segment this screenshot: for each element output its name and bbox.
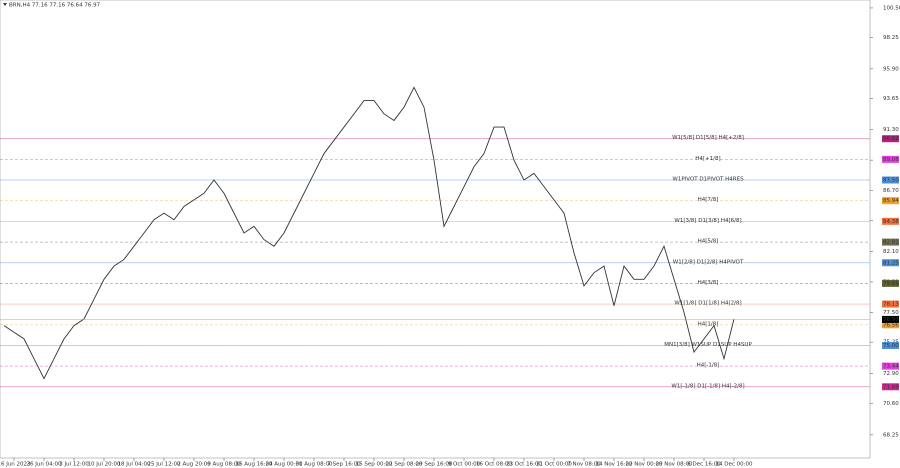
price-tag-label: 84.38 bbox=[883, 219, 899, 225]
price-tag bbox=[882, 217, 899, 225]
x-tick-label: 16 Oct 08:00 bbox=[476, 462, 512, 468]
y-tick-label: 82.10 bbox=[883, 249, 899, 255]
x-tick-label: 14 Nov 16:00 bbox=[595, 462, 633, 468]
level-name: MN1[3/8] W1SUP D1SUP H4SUP bbox=[664, 342, 752, 348]
x-tick-label: 2 Aug 20:00 bbox=[177, 462, 211, 468]
price-tag bbox=[882, 197, 899, 205]
x-tick-label: 9 Oct 00:00 bbox=[448, 462, 481, 468]
price-tag bbox=[882, 362, 899, 370]
price-tag bbox=[882, 155, 899, 163]
y-tick-label: 68.25 bbox=[883, 432, 899, 438]
x-tick-label: 16 Jun 2023 bbox=[0, 462, 31, 468]
price-tag bbox=[882, 279, 899, 287]
price-tag-label: 89.06 bbox=[883, 157, 899, 163]
x-tick-label: 15 Sep 00:00 bbox=[356, 462, 393, 468]
price-tag bbox=[882, 300, 899, 308]
price-tag-label: 87.50 bbox=[883, 178, 899, 184]
price-line bbox=[3, 86, 735, 380]
price-tag bbox=[882, 135, 899, 143]
x-tick-label: 29 Sep 16:00 bbox=[416, 462, 453, 468]
price-tag-label: 85.94 bbox=[883, 198, 899, 204]
current-price-tag bbox=[882, 315, 899, 323]
x-tick-label: 22 Nov 00:00 bbox=[625, 462, 663, 468]
x-tick-label: 9 Aug 08:00 bbox=[207, 462, 241, 468]
level-name: W1[3/8] D1[3/8] H4[6/8] bbox=[674, 218, 741, 224]
level-name: H4[1/8] bbox=[698, 321, 719, 327]
price-tag-label: 79.69 bbox=[883, 281, 899, 287]
price-tag bbox=[882, 238, 899, 246]
price-tag-label: 71.88 bbox=[883, 384, 899, 390]
price-tag bbox=[882, 259, 899, 267]
x-tick-label: 14 Dec 00:00 bbox=[716, 462, 753, 468]
price-tag-label: 76.56 bbox=[883, 322, 899, 328]
price-tag-label: 82.81 bbox=[883, 240, 899, 246]
level-name: H4[3/8] bbox=[698, 280, 719, 286]
level-name: W1[2/8] D1[2/8] H4PIVOT bbox=[673, 259, 744, 265]
price-tag-label: 73.44 bbox=[883, 364, 899, 370]
price-tag bbox=[882, 341, 899, 349]
level-name: W1[1/8] D1[1/8] H4[2/8] bbox=[674, 301, 741, 307]
x-tick-label: 10 Jul 20:00 bbox=[88, 462, 121, 468]
y-tick-label: 95.90 bbox=[883, 66, 899, 72]
x-tick-label: 16 Aug 16:00 bbox=[235, 462, 273, 468]
price-tag-label: 78.13 bbox=[883, 302, 899, 308]
level-name: H4[+1/8] bbox=[695, 156, 720, 162]
x-tick-label: 18 Jul 04:00 bbox=[118, 462, 151, 468]
y-tick-label: 77.50 bbox=[883, 310, 899, 316]
y-tick-label: 86.70 bbox=[883, 188, 899, 194]
x-tick-label: 7 Sep 16:00 bbox=[327, 462, 361, 468]
title-arrow bbox=[3, 3, 7, 6]
y-tick-label: 98.25 bbox=[883, 35, 899, 41]
x-tick-label: 31 Oct 00:00 bbox=[536, 462, 572, 468]
price-tag bbox=[882, 176, 899, 184]
x-tick-label: 23 Oct 16:00 bbox=[506, 462, 542, 468]
level-name: W1PIVOT D1PIVOT H4RES bbox=[672, 177, 744, 183]
price-tag-label: 75.00 bbox=[883, 343, 899, 349]
level-name: W1[-1/8] D1[-1/8] H4[-2/8] bbox=[671, 383, 744, 389]
x-tick-label: 26 Jun 04:00 bbox=[27, 462, 62, 468]
x-tick-label: 22 Sep 08:00 bbox=[386, 462, 423, 468]
level-name: W1[5/8] D1[5/8] H4[+2/8] bbox=[672, 135, 744, 141]
price-tag bbox=[882, 383, 899, 391]
x-tick-label: 24 Aug 00:00 bbox=[265, 462, 303, 468]
y-tick-label: 72.90 bbox=[883, 371, 899, 377]
y-tick-label: 91.30 bbox=[883, 127, 899, 133]
x-tick-label: 25 Jul 12:00 bbox=[148, 462, 181, 468]
x-tick-label: 29 Nov 08:00 bbox=[655, 462, 693, 468]
x-tick-label: 3 Jul 12:00 bbox=[59, 462, 89, 468]
level-name: H4[7/8] bbox=[698, 197, 719, 203]
x-tick-label: 7 Nov 08:00 bbox=[567, 462, 601, 468]
level-name: H4[-1/8] bbox=[697, 363, 720, 369]
y-tick-label: 93.65 bbox=[883, 96, 899, 102]
y-tick-label: 70.60 bbox=[883, 401, 899, 407]
current-price-label: 76.97 bbox=[883, 317, 899, 323]
price-tag-label: 81.25 bbox=[883, 260, 899, 266]
plot-area bbox=[0, 0, 871, 459]
x-tick-label: 6 Dec 16:00 bbox=[687, 462, 721, 468]
y-tick-label: 100.50 bbox=[883, 5, 900, 11]
level-name: H4[5/8] bbox=[698, 239, 719, 245]
x-tick-label: 31 Aug 08:00 bbox=[295, 462, 333, 468]
price-tag bbox=[882, 321, 899, 329]
price-tag-label: 90.62 bbox=[883, 136, 899, 142]
chart-title: BRN,H4 77.16 77.16 76.64 76.97 bbox=[9, 3, 101, 9]
